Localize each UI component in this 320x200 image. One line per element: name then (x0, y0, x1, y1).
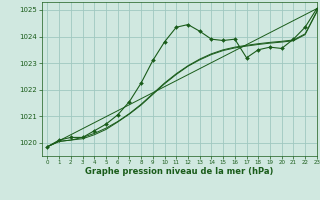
X-axis label: Graphe pression niveau de la mer (hPa): Graphe pression niveau de la mer (hPa) (85, 167, 273, 176)
